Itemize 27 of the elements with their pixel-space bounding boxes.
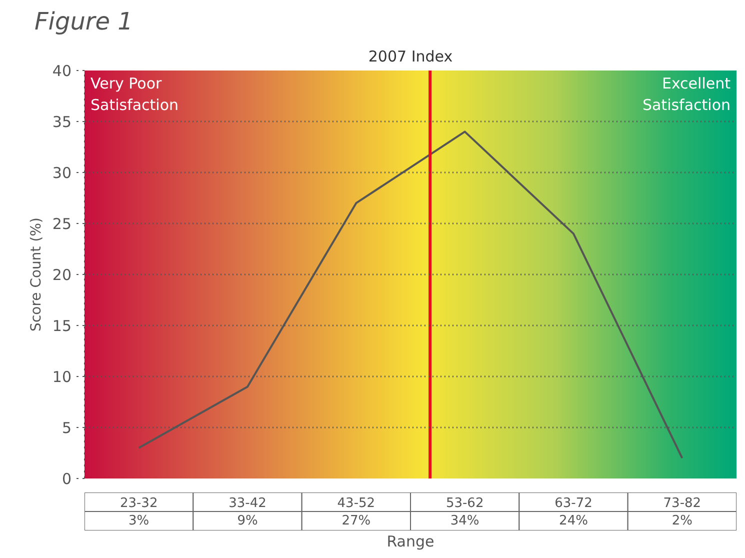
x-tick-label: 23-32: [120, 496, 158, 511]
y-tick-label: 0: [62, 470, 72, 488]
x-tick-label: 53-62: [446, 496, 484, 511]
x-tick-label: 63-72: [554, 496, 592, 511]
x-axis-title: Range: [386, 532, 434, 550]
y-tick-label: 35: [52, 113, 72, 131]
y-tick-label: 15: [52, 317, 72, 335]
y-tick-label: 20: [52, 266, 72, 284]
data-label: 9%: [237, 514, 258, 528]
x-tick-label: 73-82: [663, 496, 702, 511]
y-tick-label: 5: [62, 419, 72, 437]
data-label: 34%: [450, 514, 480, 528]
data-label: 24%: [559, 514, 588, 528]
chart-title: Figure 1: [34, 8, 133, 36]
data-label: 3%: [128, 514, 150, 528]
y-tick-label: 40: [52, 62, 72, 80]
y-tick-label: 25: [52, 215, 72, 233]
y-axis-title: Score Count (%): [28, 218, 44, 332]
data-label: 27%: [342, 514, 371, 528]
y-tick-label: 10: [52, 368, 72, 386]
ref-line-label: 2007 Index: [368, 48, 453, 66]
x-tick-label: 43-52: [337, 496, 376, 511]
x-tick-label: 33-42: [228, 496, 266, 511]
data-label: 2%: [672, 514, 692, 528]
annotation: Very Poor Satisfaction: [90, 74, 179, 114]
y-tick-label: 30: [52, 164, 72, 182]
annotation: Excellent Satisfaction: [642, 74, 731, 114]
